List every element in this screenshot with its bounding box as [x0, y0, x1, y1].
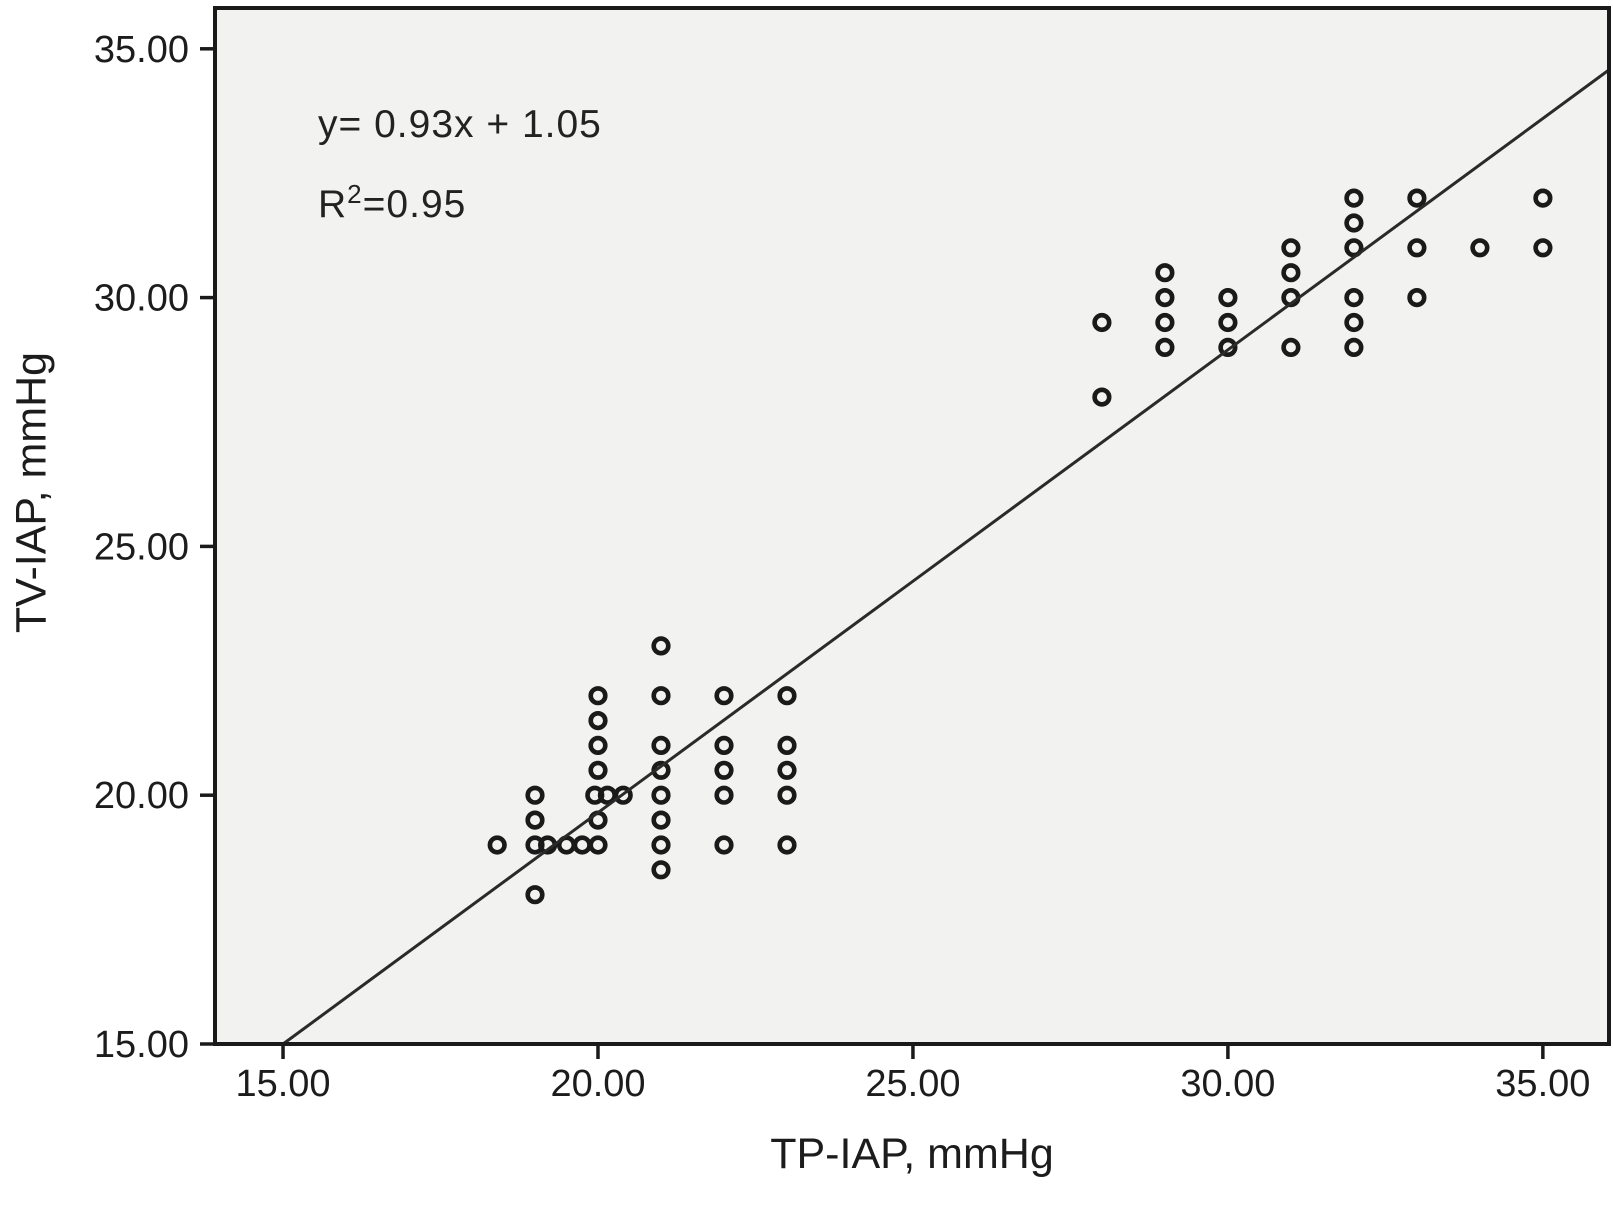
data-point	[1344, 238, 1364, 258]
data-point	[588, 760, 608, 780]
data-point	[588, 686, 608, 706]
data-point	[1344, 188, 1364, 208]
data-point	[613, 785, 633, 805]
data-point	[525, 885, 545, 905]
r-squared-superscript: 2	[347, 179, 363, 209]
data-point	[714, 735, 734, 756]
data-point	[651, 735, 671, 756]
data-point	[651, 835, 671, 855]
y-axis-title: TV-IAP, mmHg	[7, 351, 56, 634]
data-point	[714, 785, 734, 805]
data-point	[1533, 188, 1553, 208]
data-point	[777, 760, 797, 780]
data-point	[1344, 337, 1364, 358]
x-tick-label: 30.00	[1180, 1063, 1275, 1105]
axis-ticks-layer	[200, 47, 1545, 1059]
data-point	[1218, 312, 1238, 333]
data-point	[777, 785, 797, 805]
data-point	[1533, 238, 1553, 258]
data-point	[1218, 288, 1238, 308]
data-point	[651, 810, 671, 830]
data-point	[1092, 387, 1112, 407]
y-tick-label: 35.00	[94, 29, 189, 71]
data-point	[777, 835, 797, 855]
y-tick-label: 30.00	[94, 278, 189, 320]
data-point	[1344, 213, 1364, 233]
data-point	[1155, 312, 1175, 333]
y-tick-label: 25.00	[94, 526, 189, 568]
data-point	[714, 686, 734, 706]
data-point	[1155, 263, 1175, 283]
r-squared-base: R	[318, 183, 348, 226]
data-points-layer	[487, 188, 1553, 905]
r-squared-label: R2=0.95	[318, 181, 467, 227]
data-point	[525, 785, 545, 805]
data-point	[1281, 238, 1301, 258]
data-point	[1281, 337, 1301, 358]
y-tick-label: 15.00	[94, 1024, 189, 1066]
data-point	[1407, 238, 1427, 258]
regression-line	[282, 68, 1610, 1046]
x-tick-label: 35.00	[1495, 1063, 1590, 1105]
data-point	[1344, 288, 1364, 308]
data-point	[588, 735, 608, 756]
data-point	[777, 735, 797, 756]
tick-labels-layer: 15.00 20.00 25.00 30.00 35.00 15.00 20.00 25.00…	[94, 29, 1590, 1105]
x-axis-title: TP-IAP, mmHg	[770, 1130, 1054, 1178]
plot-area	[215, 8, 1609, 1044]
data-point	[1281, 263, 1301, 283]
data-point	[1407, 188, 1427, 208]
regression-line-layer	[282, 68, 1610, 1046]
data-point	[777, 686, 797, 706]
regression-equation-label: y= 0.93x + 1.05	[318, 103, 602, 146]
data-point	[588, 835, 608, 855]
data-point	[1344, 312, 1364, 333]
data-point	[1155, 337, 1175, 358]
x-tick-label: 25.00	[865, 1063, 960, 1105]
r-squared-value: =0.95	[362, 183, 467, 226]
data-point	[714, 835, 734, 855]
data-point	[1155, 288, 1175, 308]
data-point	[1218, 337, 1238, 358]
data-point	[651, 636, 671, 656]
data-point	[651, 860, 671, 880]
data-point	[651, 686, 671, 706]
data-point	[525, 810, 545, 830]
data-point	[1092, 312, 1112, 333]
data-point	[651, 785, 671, 805]
x-tick-label: 20.00	[550, 1063, 645, 1105]
data-point	[1470, 238, 1490, 258]
data-point	[1407, 288, 1427, 308]
y-tick-label: 20.00	[94, 775, 189, 817]
x-tick-label: 15.00	[235, 1063, 330, 1105]
data-point	[714, 760, 734, 780]
data-point	[588, 710, 608, 731]
data-point	[487, 835, 507, 855]
